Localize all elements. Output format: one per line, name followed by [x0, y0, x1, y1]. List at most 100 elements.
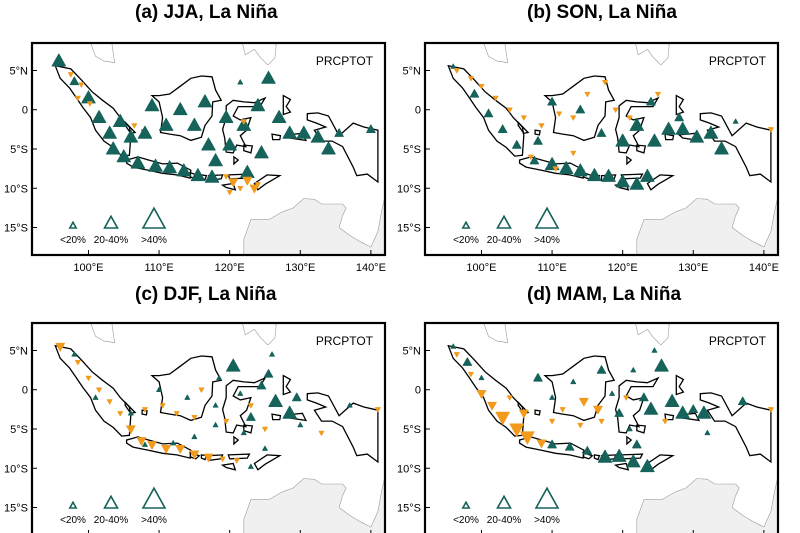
increase-triangle-marker	[216, 374, 222, 381]
lat-label: 15°S	[4, 503, 28, 515]
decrease-triangle-marker	[626, 115, 633, 121]
legend-triangle-medium	[496, 214, 512, 229]
increase-triangle-marker	[689, 129, 705, 143]
australia-land	[636, 476, 778, 533]
coastline	[518, 156, 585, 179]
increase-triangle-marker	[533, 136, 543, 145]
index-label: PRCPTOT	[709, 334, 767, 348]
increase-triangle-marker	[654, 358, 669, 372]
legend-triangle-large	[141, 206, 167, 229]
decrease-triangle-marker	[189, 450, 200, 460]
legend-triangle-small	[68, 500, 78, 509]
lat-label: 10°S	[4, 183, 28, 195]
increase-triangle-marker	[573, 163, 588, 177]
panel-title-b: (b) SON, La Niña	[527, 2, 677, 23]
lat-label: 5°S	[10, 424, 28, 436]
increase-triangle-marker	[296, 125, 312, 139]
legend-triangle-medium	[496, 494, 512, 509]
decrease-triangle-marker	[528, 154, 534, 160]
increase-triangle-marker	[212, 402, 219, 408]
increase-triangle-marker	[282, 125, 297, 139]
coastline	[646, 174, 675, 191]
decrease-triangle-marker	[75, 95, 81, 101]
increase-triangle-marker	[366, 124, 376, 133]
decrease-triangle-marker	[492, 95, 499, 101]
decrease-triangle-marker	[219, 456, 226, 462]
increase-triangle-marker	[462, 357, 473, 366]
increase-triangle-marker	[629, 176, 645, 190]
lat-label: 15°S	[397, 223, 421, 235]
increase-triangle-marker	[478, 374, 485, 381]
coastline	[150, 75, 223, 142]
decrease-triangle-marker	[453, 352, 460, 358]
decrease-triangle-marker	[768, 127, 774, 133]
decrease-triangle-marker	[237, 186, 244, 192]
lat-label: 10°S	[397, 463, 421, 475]
malay-coast	[90, 323, 115, 343]
coastline	[517, 120, 530, 135]
increase-triangle-marker	[187, 117, 202, 131]
australia-land	[636, 196, 778, 255]
increase-triangle-marker	[240, 429, 247, 436]
coastline	[54, 344, 132, 437]
decrease-triangle-marker	[623, 395, 630, 401]
increase-triangle-marker	[237, 390, 244, 396]
increase-triangle-marker	[675, 405, 690, 419]
increase-triangle-marker	[629, 117, 645, 131]
decrease-triangle-marker	[175, 445, 186, 454]
decrease-triangle-marker	[126, 425, 136, 434]
increase-triangle-marker	[609, 390, 615, 396]
lat-label: 10°S	[397, 183, 421, 195]
increase-triangle-marker	[291, 392, 302, 402]
legend-triangle-small	[461, 220, 471, 229]
decrease-triangle-marker	[223, 418, 230, 425]
increase-triangle-marker	[575, 104, 586, 114]
increase-triangle-marker	[246, 412, 256, 421]
decrease-triangle-marker	[549, 418, 555, 425]
increase-triangle-marker	[269, 351, 275, 357]
coastline	[636, 144, 647, 154]
decrease-triangle-marker	[478, 83, 485, 90]
increase-triangle-marker	[176, 163, 192, 177]
increase-triangle-marker	[162, 160, 177, 174]
map-panel-c: 5°N 0 5°S 10°S 15°S PRCPTOT <20% 20-40% >40%	[4, 321, 387, 533]
increase-triangle-marker	[250, 98, 266, 112]
decrease-triangle-marker	[67, 72, 74, 78]
decrease-triangle-marker	[506, 395, 513, 401]
increase-triangle-marker	[191, 433, 198, 440]
legend-label: >40%	[534, 235, 560, 246]
decrease-triangle-marker	[453, 68, 460, 74]
legend-label: >40%	[141, 235, 167, 246]
increase-triangle-marker	[256, 380, 267, 390]
decrease-triangle-marker	[577, 422, 584, 429]
increase-triangle-marker	[547, 439, 557, 449]
decrease-triangle-marker	[240, 119, 247, 125]
lat-label: 5°N	[10, 345, 29, 357]
increase-triangle-marker	[703, 125, 719, 139]
lat-label: 0	[415, 385, 421, 397]
decrease-triangle-marker	[552, 166, 559, 172]
decrease-triangle-marker	[249, 184, 260, 194]
coastline	[253, 174, 282, 191]
increase-triangle-marker	[450, 343, 457, 349]
coastline	[675, 94, 685, 116]
panel-title-c: (c) DJF, La Niña	[135, 284, 277, 305]
increase-triangle-marker	[529, 155, 540, 165]
increase-triangle-marker	[113, 113, 128, 127]
decrease-triangle-marker	[375, 407, 381, 413]
increase-triangle-marker	[173, 102, 188, 116]
panel-title-a: (a) JJA, La Niña	[135, 2, 278, 23]
lat-label: 5°N	[403, 345, 422, 357]
increase-triangle-marker	[148, 158, 163, 172]
coastline	[282, 374, 292, 396]
increase-triangle-marker	[261, 70, 276, 84]
decrease-triangle-marker	[117, 411, 124, 417]
lat-label: 5°N	[10, 65, 29, 77]
increase-triangle-marker	[732, 118, 739, 124]
increase-triangle-marker	[483, 108, 494, 118]
decrease-triangle-marker	[570, 150, 577, 156]
increase-triangle-marker	[222, 137, 237, 151]
coastline	[306, 392, 379, 464]
coastline	[271, 133, 282, 141]
